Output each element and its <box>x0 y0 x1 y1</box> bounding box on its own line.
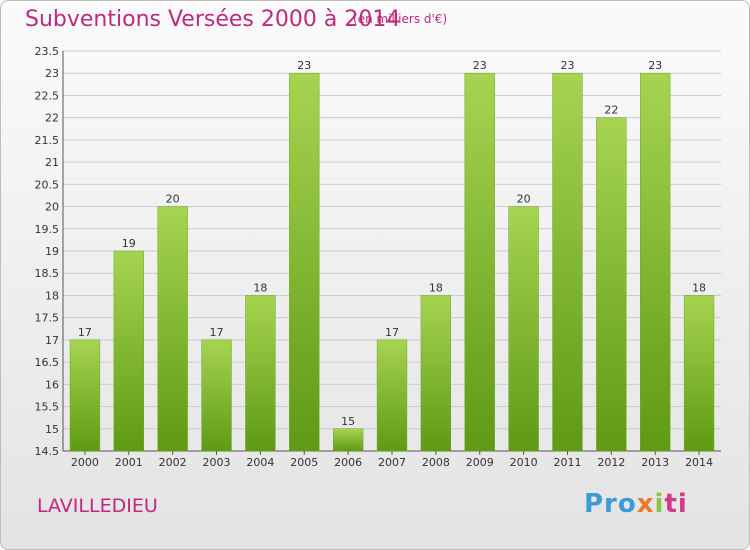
y-tick-label: 22 <box>45 112 59 125</box>
y-tick-label: 21 <box>45 156 59 169</box>
x-tick-label: 2001 <box>115 456 143 469</box>
x-tick-label: 2011 <box>553 456 581 469</box>
bar-2004 <box>245 295 276 452</box>
x-tick-label: 2006 <box>334 456 362 469</box>
data-label: 20 <box>166 193 180 206</box>
logo-part: x <box>636 489 655 519</box>
bar-2013 <box>640 72 671 452</box>
data-label: 23 <box>560 59 574 72</box>
x-tick-label: 2003 <box>203 456 231 469</box>
y-tick-label: 23.5 <box>35 45 60 58</box>
bar-2009 <box>464 72 495 452</box>
x-tick-label: 2014 <box>685 456 713 469</box>
y-tick-label: 17.5 <box>35 312 60 325</box>
data-label: 17 <box>385 326 399 339</box>
x-tick-label: 2010 <box>510 456 538 469</box>
data-label: 15 <box>341 415 355 428</box>
proxiti-logo: Proxiti <box>584 489 688 519</box>
y-tick-label: 23 <box>45 67 59 80</box>
bar-2001 <box>113 250 144 452</box>
y-tick-label: 16 <box>45 378 59 391</box>
logo-part: ti <box>664 489 688 519</box>
y-tick-label: 15.5 <box>35 401 60 414</box>
y-tick-label: 19 <box>45 245 59 258</box>
data-label: 18 <box>253 281 267 294</box>
y-tick-label: 15 <box>45 423 59 436</box>
bar-2002 <box>157 206 188 452</box>
labels: 17 19 20 17 18 23 15 17 18 23 20 23 22 23 18 <box>78 59 706 428</box>
bar-2014 <box>683 295 715 452</box>
bar-2012 <box>596 117 627 452</box>
x-tick-label: 2008 <box>422 456 450 469</box>
y-tick-label: 21.5 <box>35 134 60 147</box>
y-tick-label: 18 <box>45 289 59 302</box>
bar-2008 <box>420 295 452 452</box>
bar-2005 <box>289 72 320 452</box>
x-tick-label: 2009 <box>466 456 494 469</box>
x-tick-label: 2000 <box>71 456 99 469</box>
data-label: 23 <box>648 59 662 72</box>
data-label: 23 <box>473 59 487 72</box>
bar-2010 <box>508 206 539 452</box>
axes: 14.5 15 15.5 16 16.5 17 17.5 18 18.5 19 19.5 20 20.5… <box>35 45 721 469</box>
bar-2007 <box>376 339 408 452</box>
data-label: 19 <box>122 237 136 250</box>
commune-name: LAVILLEDIEU <box>37 495 158 517</box>
data-label: 22 <box>604 104 618 117</box>
x-tick-label: 2004 <box>246 456 274 469</box>
unit-note: (en milliers d'€) <box>353 12 448 26</box>
data-label: 23 <box>297 59 311 72</box>
y-tick-label: 19.5 <box>35 223 60 236</box>
x-tick-label: 2002 <box>159 456 187 469</box>
bars <box>69 72 715 452</box>
data-label: 18 <box>692 281 706 294</box>
y-tick-label: 22.5 <box>35 89 60 102</box>
bar-2011 <box>552 72 583 452</box>
y-tick-label: 17 <box>45 334 59 347</box>
x-tick-label: 2012 <box>597 456 625 469</box>
y-tick-label: 20.5 <box>35 178 60 191</box>
x-tick-label: 2005 <box>290 456 318 469</box>
y-tick-label: 16.5 <box>35 356 60 369</box>
data-label: 17 <box>210 326 224 339</box>
data-label: 20 <box>517 193 531 206</box>
chart-title: Subventions Versées 2000 à 2014 <box>25 7 401 32</box>
bar-2006 <box>332 428 364 452</box>
y-tick-label: 20 <box>45 201 59 214</box>
bar-2000 <box>69 339 101 452</box>
data-label: 18 <box>429 281 443 294</box>
logo-part: Pro <box>584 489 637 519</box>
y-tick-label: 14.5 <box>35 445 60 458</box>
x-tick-label: 2013 <box>641 456 669 469</box>
x-tick-label: 2007 <box>378 456 406 469</box>
bar-2003 <box>201 339 232 452</box>
data-label: 17 <box>78 326 92 339</box>
y-tick-label: 18.5 <box>35 267 60 280</box>
logo-part: i <box>654 489 665 519</box>
